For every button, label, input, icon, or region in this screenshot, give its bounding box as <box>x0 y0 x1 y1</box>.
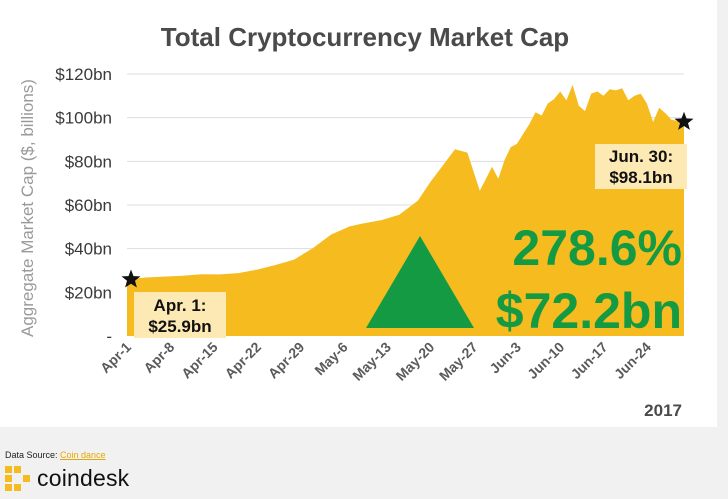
increase-triangle-icon <box>366 236 474 328</box>
coindesk-logo-icon <box>5 465 30 491</box>
x-axis-ticks: Apr-1 Apr-8 Apr-15 Apr-22 Apr-29 May-6May-13M… <box>97 339 654 384</box>
x-tick-label: Apr-1 <box>97 339 134 376</box>
end-callout-value: $98.1bn <box>609 168 672 187</box>
data-source-link[interactable]: Coin dance <box>60 450 106 460</box>
start-star-icon <box>121 269 141 288</box>
y-tick-label: $100bn <box>55 109 112 128</box>
x-tick-label: Jun-3 <box>486 339 524 377</box>
footer: Data Source: Coin dance coindesk <box>0 427 728 499</box>
y-axis-ticks: - $20bn $40bn $60bn $80bn $100bn $120bn <box>55 65 112 346</box>
y-axis-label: Aggregate Market Cap ($, billions) <box>18 79 37 337</box>
point-markers <box>121 111 694 288</box>
y-tick-label: $20bn <box>65 283 112 302</box>
chart-title: Total Cryptocurrency Market Cap <box>161 22 569 52</box>
start-callout: Apr. 1: $25.9bn <box>134 292 226 338</box>
market-cap-area <box>127 84 684 337</box>
x-tick-label: Apr-8 <box>140 339 177 376</box>
y-tick-label: $40bn <box>65 240 112 259</box>
x-tick-label: Apr-22 <box>221 339 264 382</box>
data-source: Data Source: Coin dance <box>5 450 106 460</box>
chart-card: Total Cryptocurrency Market Cap Aggregat… <box>0 0 717 427</box>
brand-name: coindesk <box>37 465 130 491</box>
y-tick-label: $60bn <box>65 196 112 215</box>
market-cap-chart: Total Cryptocurrency Market Cap Aggregat… <box>18 22 694 420</box>
x-tick-label: May-13 <box>349 339 394 384</box>
end-star-icon <box>674 111 694 130</box>
y-tick-label: $120bn <box>55 65 112 84</box>
brand: coindesk <box>5 465 129 492</box>
start-callout-value: $25.9bn <box>148 317 211 336</box>
change-percent: 278.6% <box>512 220 682 276</box>
year-label: 2017 <box>644 401 682 420</box>
x-tick-label: Jun-17 <box>567 339 610 382</box>
y-tick-label: - <box>106 327 112 346</box>
data-source-label: Data Source: <box>5 450 61 460</box>
end-callout-date: Jun. 30: <box>609 147 673 166</box>
x-tick-label: Jun-10 <box>524 339 567 382</box>
y-tick-label: $80bn <box>65 152 112 171</box>
x-tick-label: May-20 <box>392 339 437 384</box>
x-tick-label: May-27 <box>436 339 481 384</box>
x-tick-label: Jun-24 <box>611 339 654 382</box>
start-callout-date: Apr. 1: <box>154 296 207 315</box>
x-tick-label: Apr-15 <box>178 339 221 382</box>
change-value: $72.2bn <box>496 283 682 339</box>
x-tick-label: Apr-29 <box>265 339 308 382</box>
x-tick-label: May-6 <box>311 339 351 379</box>
end-callout: Jun. 30: $98.1bn <box>595 144 687 189</box>
